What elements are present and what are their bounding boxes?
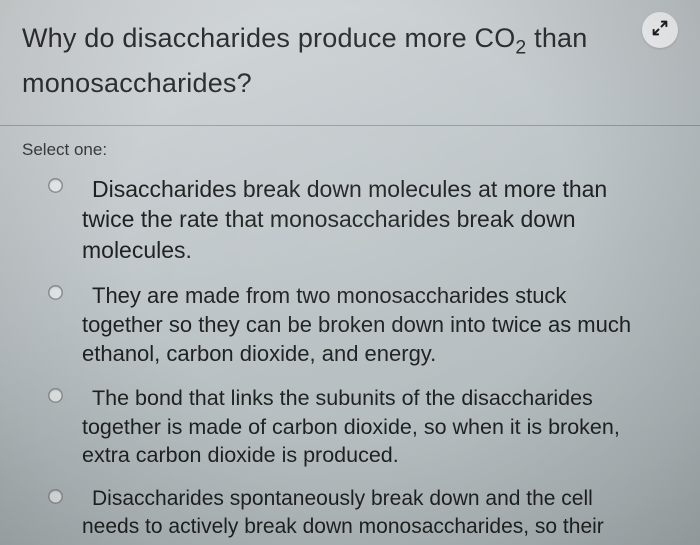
expand-button[interactable]: [642, 12, 678, 48]
option-text: Disaccharides spontaneously break down a…: [82, 487, 604, 545]
question-text: Why do disaccharides produce more CO2 th…: [22, 18, 620, 103]
options-list: Disaccharides break down molecules at mo…: [0, 166, 700, 545]
question-prefix: Why do disaccharides produce more CO: [22, 23, 515, 53]
option-row[interactable]: The bond that links the subunits of the …: [48, 376, 650, 477]
radio-button[interactable]: [48, 489, 63, 504]
radio-button[interactable]: [48, 388, 63, 403]
question-area: Why do disaccharides produce more CO2 th…: [0, 0, 700, 121]
question-subscript: 2: [515, 36, 526, 58]
select-one-label: Select one:: [0, 126, 700, 166]
option-text: They are made from two monosaccharides s…: [82, 283, 631, 366]
option-row[interactable]: Disaccharides spontaneously break down a…: [48, 477, 650, 545]
radio-button[interactable]: [48, 178, 63, 193]
option-text: The bond that links the subunits of the …: [82, 386, 620, 467]
expand-icon: [651, 19, 669, 42]
radio-button[interactable]: [48, 285, 63, 300]
option-text: Disaccharides break down molecules at mo…: [82, 176, 607, 263]
option-row[interactable]: Disaccharides break down molecules at mo…: [48, 166, 650, 273]
option-row[interactable]: They are made from two monosaccharides s…: [48, 273, 650, 376]
